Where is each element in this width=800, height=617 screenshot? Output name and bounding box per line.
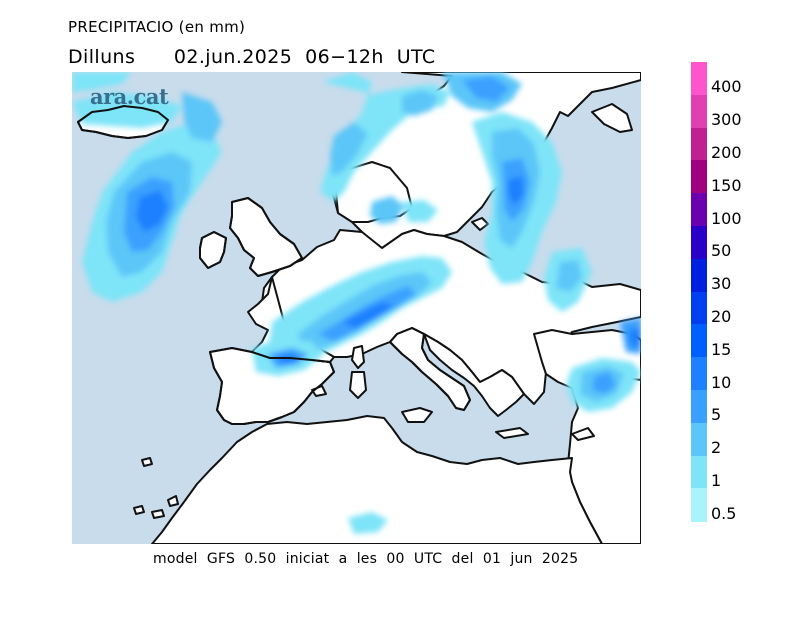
legend-label: 2 — [711, 438, 722, 458]
legend-label: 10 — [711, 372, 732, 392]
land-masses — [77, 72, 641, 544]
legend-label: 0.5 — [711, 503, 737, 523]
legend-label: 200 — [711, 143, 742, 162]
land-north-africa — [151, 415, 603, 544]
land-ne-island — [591, 103, 633, 133]
map-title: PRECIPITACIO (en mm) — [68, 18, 246, 36]
precip-overlay — [72, 72, 641, 534]
land-corsica — [351, 345, 365, 369]
legend-label: 20 — [711, 307, 732, 326]
precipitation-map — [72, 72, 641, 544]
land-madeira — [141, 457, 153, 467]
land-canaries — [133, 495, 179, 519]
legend-swatch — [691, 422, 707, 457]
date-range-label: 02.jun.2025 06−12h UTC — [173, 46, 436, 68]
legend-label: 5 — [711, 405, 722, 425]
legend-swatch — [691, 127, 707, 161]
legend-swatch — [691, 390, 707, 424]
legend-swatch — [691, 258, 707, 293]
map-subtitle: Dilluns 02.jun.2025 06−12h UTC — [68, 46, 436, 68]
land-sardinia — [349, 371, 367, 399]
legend-label: 300 — [711, 110, 742, 130]
coastlines — [77, 105, 471, 425]
legend-swatch — [691, 324, 707, 358]
legend-swatch — [691, 226, 707, 260]
legend-label: 150 — [711, 175, 742, 195]
land-baltic-islands — [471, 217, 489, 231]
land-sicily — [401, 407, 433, 423]
legend-swatch — [691, 94, 707, 129]
legend-swatch — [691, 291, 707, 325]
legend-swatch — [691, 62, 707, 96]
legend-swatch — [691, 160, 707, 194]
legend-label: 15 — [711, 339, 732, 359]
day-label: Dilluns — [68, 46, 136, 68]
legend-label: 1 — [711, 471, 722, 490]
legend-label: 30 — [711, 274, 732, 294]
legend-swatch — [691, 455, 707, 489]
legend-swatch — [691, 488, 707, 522]
legend-label: 400 — [711, 77, 742, 97]
legend-swatch — [691, 357, 707, 391]
ara-cat-logo: ara.cat — [90, 84, 169, 109]
model-caption: model GFS 0.50 iniciat a les 00 UTC del … — [153, 551, 579, 567]
legend-swatch — [691, 193, 707, 227]
land-balkans — [423, 333, 525, 417]
land-crete — [495, 427, 529, 439]
legend-label: 100 — [711, 208, 742, 228]
legend-label: 50 — [711, 241, 732, 261]
land-cyprus — [571, 427, 595, 441]
